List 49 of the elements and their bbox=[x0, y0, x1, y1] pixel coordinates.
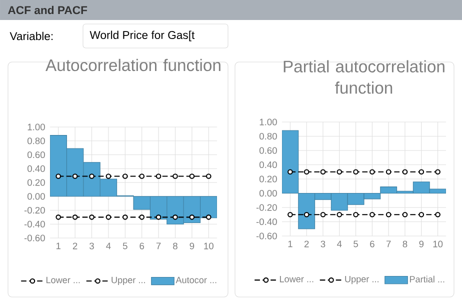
chart-title: Autocorrelation function bbox=[46, 58, 220, 72]
text: World Price for Gas[t bbox=[90, 30, 195, 42]
y-tick-label: -0.60 bbox=[24, 234, 45, 242]
legend-label: Upper ... bbox=[112, 276, 145, 286]
y-tick-label: 0.00 bbox=[27, 193, 45, 200]
y-tick-label: -0.60 bbox=[256, 232, 277, 240]
x-tick-label: 9 bbox=[419, 240, 424, 248]
x-tick-label: 6 bbox=[370, 240, 374, 248]
x-tick-label: 10 bbox=[433, 240, 443, 248]
y-tick-label: -0.40 bbox=[256, 218, 277, 226]
x-tick-label: 10 bbox=[204, 242, 214, 250]
y-tick-label: 0.40 bbox=[259, 161, 277, 168]
x-tick-label: 6 bbox=[140, 242, 144, 250]
legend-label: Lower ... bbox=[280, 276, 314, 282]
x-tick-label: 3 bbox=[320, 240, 326, 248]
legend-label: Upper ... bbox=[345, 276, 378, 284]
y-tick-label: 0.60 bbox=[259, 147, 277, 154]
text: Variable: bbox=[10, 32, 53, 40]
x-tick-label: 2 bbox=[72, 242, 78, 250]
y-tick-label: 1.00 bbox=[28, 124, 45, 130]
x-tick-label: 1 bbox=[288, 240, 292, 248]
y-tick-label: 0.40 bbox=[27, 165, 45, 172]
x-tick-label: 7 bbox=[386, 240, 391, 248]
y-tick-label: 0.80 bbox=[259, 132, 277, 140]
x-tick-label: 5 bbox=[354, 240, 358, 248]
x-tick-label: 4 bbox=[337, 240, 342, 248]
legend-label: Autocor ... bbox=[176, 276, 216, 284]
x-tick-label: 7 bbox=[156, 242, 161, 250]
text: ACF and PACF bbox=[8, 6, 88, 14]
x-tick-label: 1 bbox=[56, 242, 60, 250]
y-tick-label: 0.60 bbox=[27, 151, 45, 158]
x-tick-label: 5 bbox=[122, 242, 128, 250]
x-tick-label: 3 bbox=[90, 242, 94, 250]
x-tick-label: 9 bbox=[190, 242, 194, 250]
y-tick-label: -0.20 bbox=[24, 206, 45, 214]
x-tick-label: 4 bbox=[106, 242, 111, 250]
x-tick-label: 8 bbox=[402, 240, 408, 248]
y-tick-label: 0.00 bbox=[259, 190, 277, 197]
chart-title: Partial autocorrelation function bbox=[284, 60, 444, 94]
legend-label: Lower ... bbox=[46, 276, 80, 284]
x-tick-label: 2 bbox=[304, 240, 309, 248]
y-tick-label: 1.00 bbox=[260, 118, 277, 126]
y-tick-label: 0.20 bbox=[259, 176, 277, 182]
y-tick-label: -0.40 bbox=[24, 220, 45, 228]
y-tick-label: -0.20 bbox=[256, 204, 277, 211]
x-tick-label: 8 bbox=[173, 242, 178, 250]
legend-label: Partial ... bbox=[410, 276, 444, 282]
y-tick-label: 0.20 bbox=[27, 179, 45, 186]
y-tick-label: 0.80 bbox=[27, 138, 45, 144]
